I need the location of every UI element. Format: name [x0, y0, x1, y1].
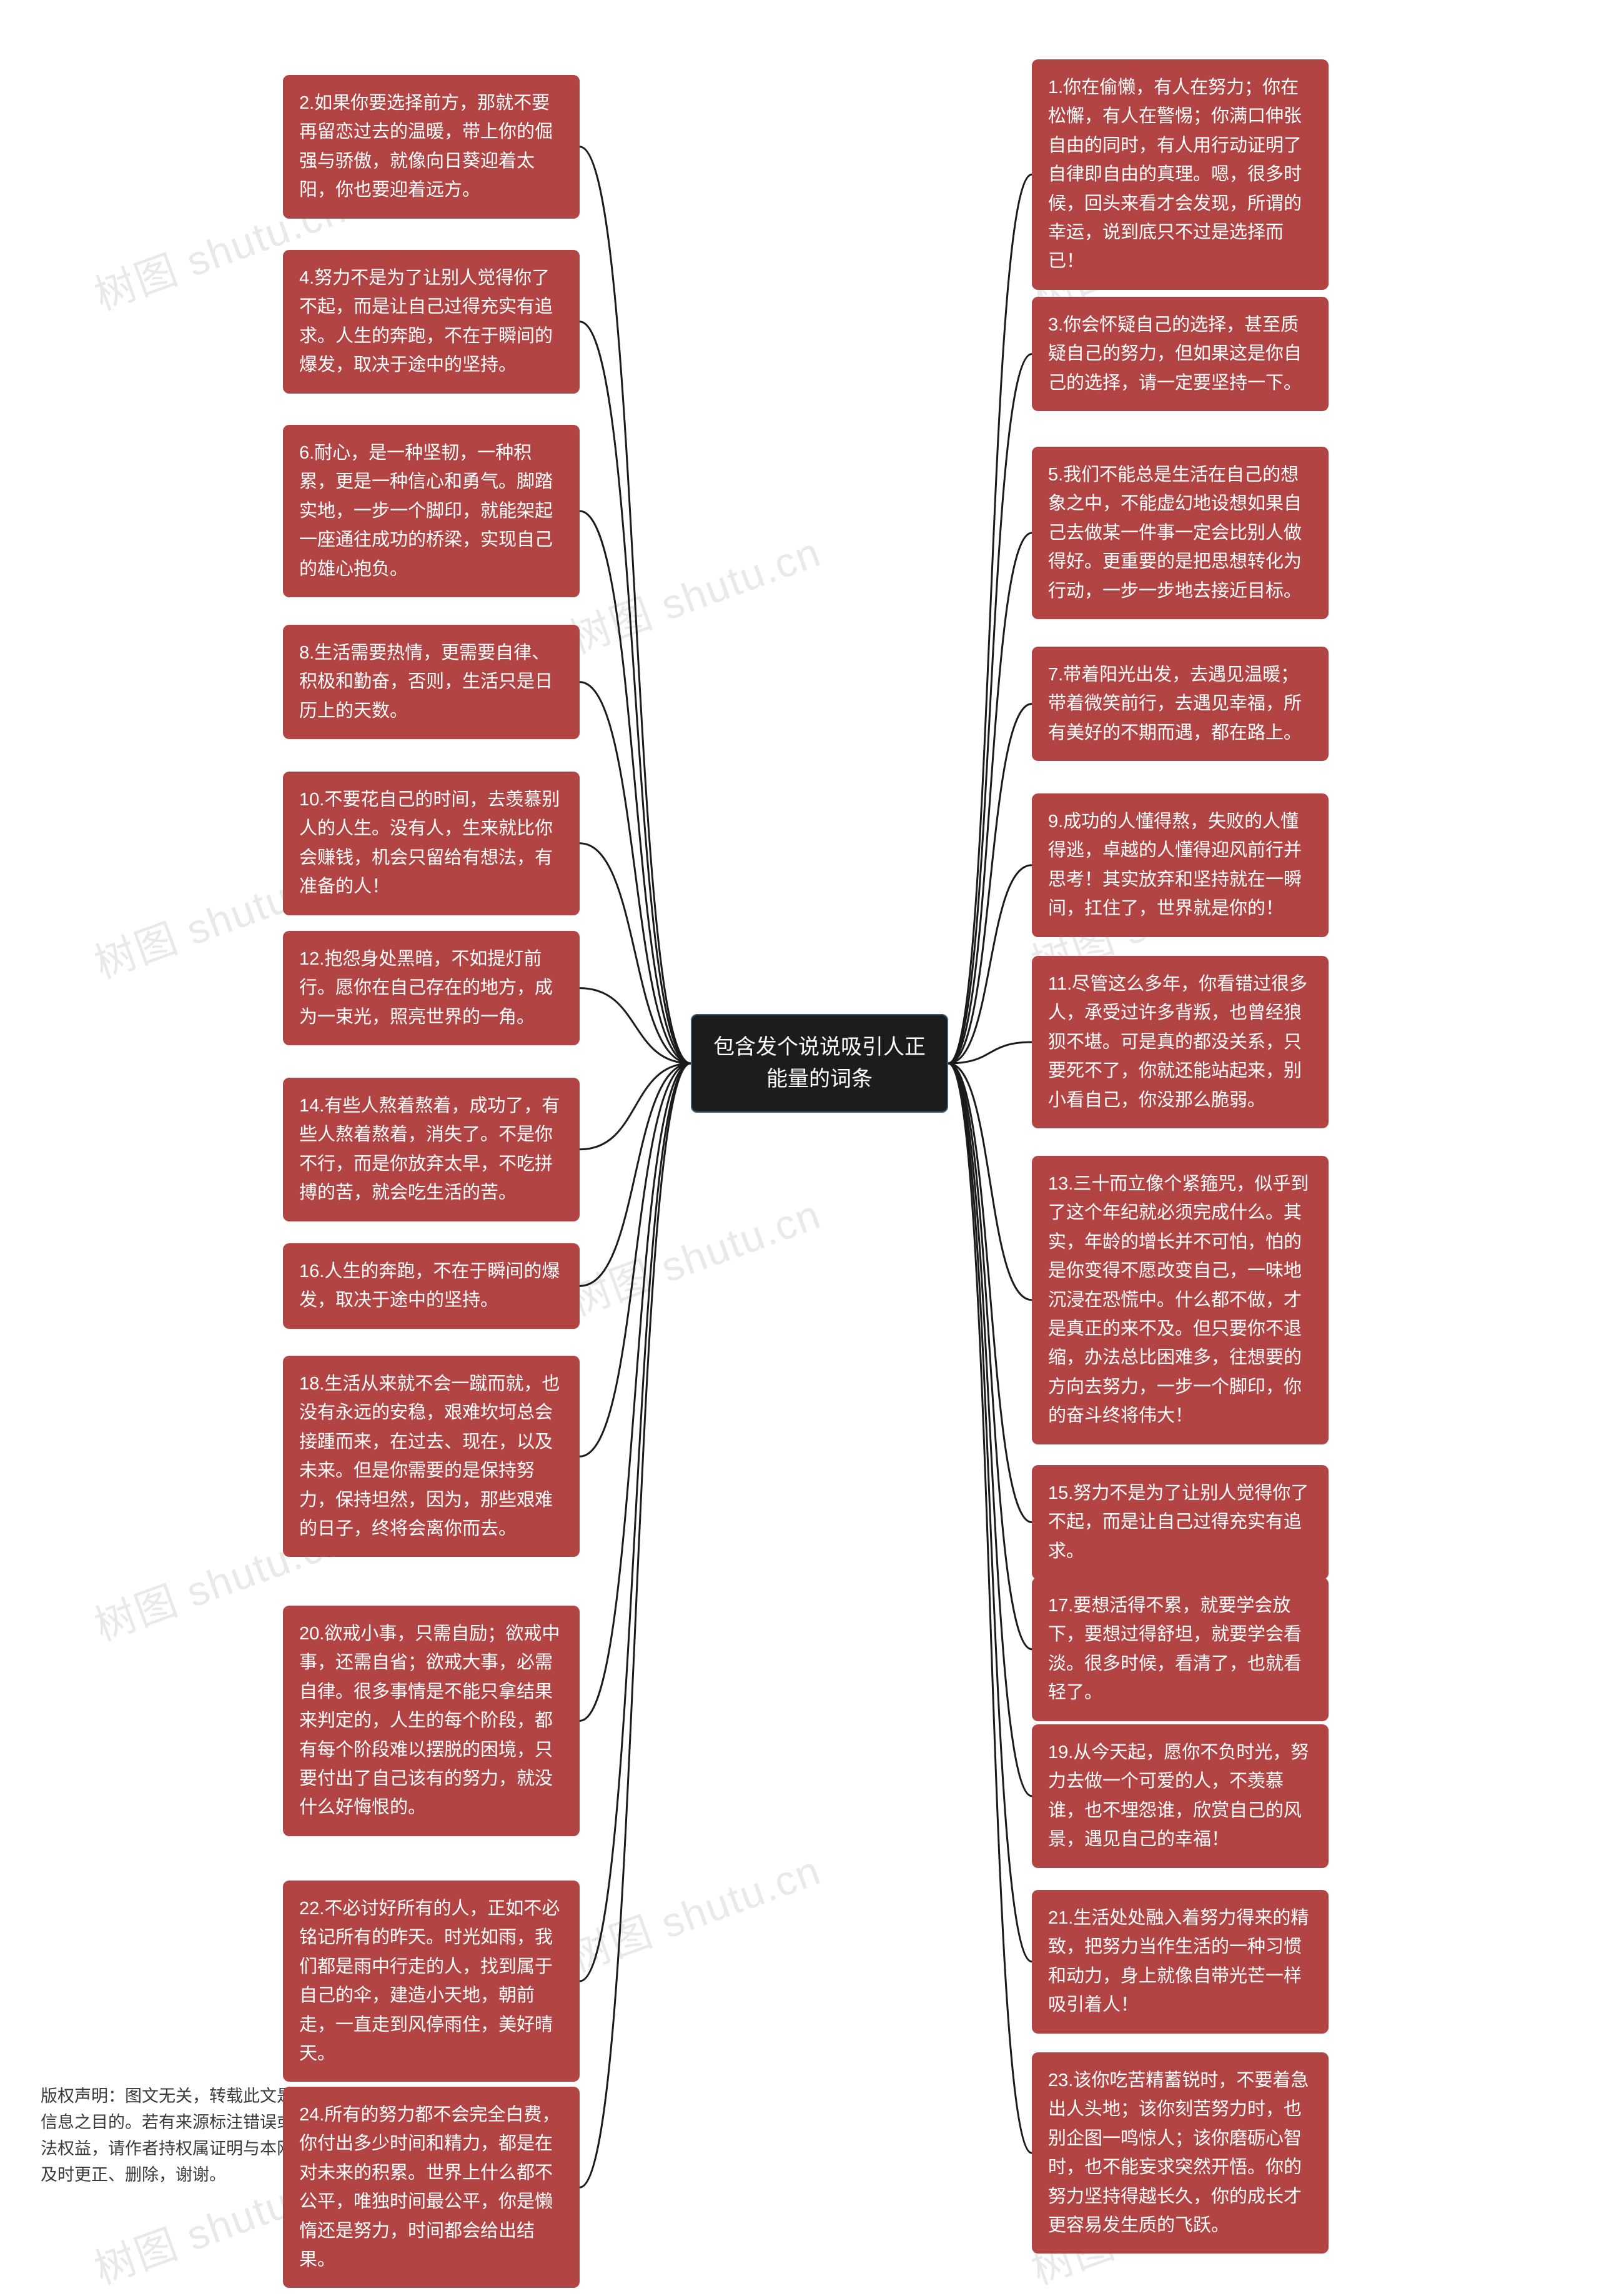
left-node-2: 6.耐心，是一种坚韧，一种积累，更是一种信心和勇气。脚踏实地，一步一个脚印，就能…	[283, 425, 580, 597]
left-node-text-9: 20.欲戒小事，只需自励；欲戒中事，还需自省；欲戒大事，必需自律。很多事情是不能…	[299, 1624, 560, 1817]
left-node-text-7: 16.人生的奔跑，不在于瞬间的爆发，取决于途中的坚持。	[299, 1261, 560, 1310]
right-node-text-7: 15.努力不是为了让别人觉得你了不起，而是让自己过得充实有追求。	[1048, 1483, 1309, 1561]
left-node-1: 4.努力不是为了让别人觉得你了不起，而是让自己过得充实有追求。人生的奔跑，不在于…	[283, 250, 580, 394]
left-node-0: 2.如果你要选择前方，那就不要再留恋过去的温暖，带上你的倔强与骄傲，就像向日葵迎…	[283, 75, 580, 219]
right-node-8: 17.要想活得不累，就要学会放下，要想过得舒坦，就要学会看淡。很多时候，看清了，…	[1032, 1578, 1329, 1721]
right-node-text-6: 13.三十而立像个紧箍咒，似乎到了这个年纪就必须完成什么。其实，年龄的增长并不可…	[1048, 1174, 1309, 1426]
left-node-text-5: 12.抱怨身处黑暗，不如提灯前行。愿你在自己存在的地方，成为一束光，照亮世界的一…	[299, 949, 553, 1027]
left-node-6: 14.有些人熬着熬着，成功了，有些人熬着熬着，消失了。不是你不行，而是你放弃太早…	[283, 1078, 580, 1221]
right-node-1: 3.你会怀疑自己的选择，甚至质疑自己的努力，但如果这是你自己的选择，请一定要坚持…	[1032, 297, 1329, 411]
right-node-4: 9.成功的人懂得熬，失败的人懂得逃，卓越的人懂得迎风前行并思考！其实放弃和坚持就…	[1032, 793, 1329, 937]
left-node-text-2: 6.耐心，是一种坚韧，一种积累，更是一种信心和勇气。脚踏实地，一步一个脚印，就能…	[299, 443, 553, 579]
right-node-3: 7.带着阳光出发，去遇见温暖；带着微笑前行，去遇见幸福，所有美好的不期而遇，都在…	[1032, 647, 1329, 761]
left-node-8: 18.生活从来就不会一蹴而就，也没有永远的安稳，艰难坎坷总会接踵而来，在过去、现…	[283, 1356, 580, 1557]
central-node: 包含发个说说吸引人正能量的词条	[691, 1014, 948, 1113]
right-node-text-10: 21.生活处处融入着努力得来的精致，把努力当作生活的一种习惯和动力，身上就像自带…	[1048, 1908, 1309, 2015]
left-node-text-11: 24.所有的努力都不会完全白费，你付出多少时间和精力，都是在对未来的积累。世界上…	[299, 2105, 560, 2270]
right-node-text-11: 23.该你吃苦精蓄锐时，不要着急出人头地；该你刻苦努力时，也别企图一鸣惊人；该你…	[1048, 2070, 1309, 2235]
left-node-text-6: 14.有些人熬着熬着，成功了，有些人熬着熬着，消失了。不是你不行，而是你放弃太早…	[299, 1096, 560, 1203]
right-node-10: 21.生活处处融入着努力得来的精致，把努力当作生活的一种习惯和动力，身上就像自带…	[1032, 1890, 1329, 2034]
right-node-9: 19.从今天起，愿你不负时光，努力去做一个可爱的人，不羡慕谁，也不埋怨谁，欣赏自…	[1032, 1724, 1329, 1868]
left-node-7: 16.人生的奔跑，不在于瞬间的爆发，取决于途中的坚持。	[283, 1243, 580, 1329]
right-node-0: 1.你在偷懒，有人在努力；你在松懈，有人在警惕；你满口伸张自由的同时，有人用行动…	[1032, 59, 1329, 290]
right-node-7: 15.努力不是为了让别人觉得你了不起，而是让自己过得充实有追求。	[1032, 1465, 1329, 1579]
left-node-11: 24.所有的努力都不会完全白费，你付出多少时间和精力，都是在对未来的积累。世界上…	[283, 2087, 580, 2288]
connectors-layer	[0, 0, 1599, 2227]
left-node-text-0: 2.如果你要选择前方，那就不要再留恋过去的温暖，带上你的倔强与骄傲，就像向日葵迎…	[299, 93, 553, 200]
right-node-text-1: 3.你会怀疑自己的选择，甚至质疑自己的努力，但如果这是你自己的选择，请一定要坚持…	[1048, 315, 1302, 393]
left-node-text-10: 22.不必讨好所有的人，正如不必铭记所有的昨天。时光如雨，我们都是雨中行走的人，…	[299, 1899, 560, 2064]
central-node-label: 包含发个说说吸引人正能量的词条	[713, 1035, 926, 1091]
right-node-text-3: 7.带着阳光出发，去遇见温暖；带着微笑前行，去遇见幸福，所有美好的不期而遇，都在…	[1048, 665, 1302, 743]
right-node-text-5: 11.尽管这么多年，你看错过很多人，承受过许多背叛，也曾经狼狈不堪。可是真的都没…	[1048, 974, 1307, 1110]
right-node-text-2: 5.我们不能总是生活在自己的想象之中，不能虚幻地设想如果自己去做某一件事一定会比…	[1048, 465, 1302, 601]
right-node-text-9: 19.从今天起，愿你不负时光，努力去做一个可爱的人，不羡慕谁，也不埋怨谁，欣赏自…	[1048, 1742, 1309, 1849]
left-node-9: 20.欲戒小事，只需自励；欲戒中事，还需自省；欲戒大事，必需自律。很多事情是不能…	[283, 1606, 580, 1836]
left-node-text-1: 4.努力不是为了让别人觉得你了不起，而是让自己过得充实有追求。人生的奔跑，不在于…	[299, 268, 553, 375]
right-node-text-0: 1.你在偷懒，有人在努力；你在松懈，有人在警惕；你满口伸张自由的同时，有人用行动…	[1048, 77, 1302, 271]
right-node-5: 11.尽管这么多年，你看错过很多人，承受过许多背叛，也曾经狼狈不堪。可是真的都没…	[1032, 956, 1329, 1128]
left-node-4: 10.不要花自己的时间，去羡慕别人的人生。没有人，生来就比你会赚钱，机会只留给有…	[283, 772, 580, 915]
right-node-text-8: 17.要想活得不累，就要学会放下，要想过得舒坦，就要学会看淡。很多时候，看清了，…	[1048, 1596, 1302, 1702]
right-node-6: 13.三十而立像个紧箍咒，似乎到了这个年纪就必须完成什么。其实，年龄的增长并不可…	[1032, 1156, 1329, 1444]
left-node-10: 22.不必讨好所有的人，正如不必铭记所有的昨天。时光如雨，我们都是雨中行走的人，…	[283, 1881, 580, 2082]
left-node-3: 8.生活需要热情，更需要自律、积极和勤奋，否则，生活只是日历上的天数。	[283, 625, 580, 739]
right-node-text-4: 9.成功的人懂得熬，失败的人懂得逃，卓越的人懂得迎风前行并思考！其实放弃和坚持就…	[1048, 812, 1302, 918]
right-node-11: 23.该你吃苦精蓄锐时，不要着急出人头地；该你刻苦努力时，也别企图一鸣惊人；该你…	[1032, 2052, 1329, 2254]
left-node-text-4: 10.不要花自己的时间，去羡慕别人的人生。没有人，生来就比你会赚钱，机会只留给有…	[299, 790, 560, 897]
left-node-text-8: 18.生活从来就不会一蹴而就，也没有永远的安稳，艰难坎坷总会接踵而来，在过去、现…	[299, 1374, 560, 1539]
left-node-text-3: 8.生活需要热情，更需要自律、积极和勤奋，否则，生活只是日历上的天数。	[299, 643, 553, 721]
left-node-5: 12.抱怨身处黑暗，不如提灯前行。愿你在自己存在的地方，成为一束光，照亮世界的一…	[283, 931, 580, 1045]
right-node-2: 5.我们不能总是生活在自己的想象之中，不能虚幻地设想如果自己去做某一件事一定会比…	[1032, 447, 1329, 619]
